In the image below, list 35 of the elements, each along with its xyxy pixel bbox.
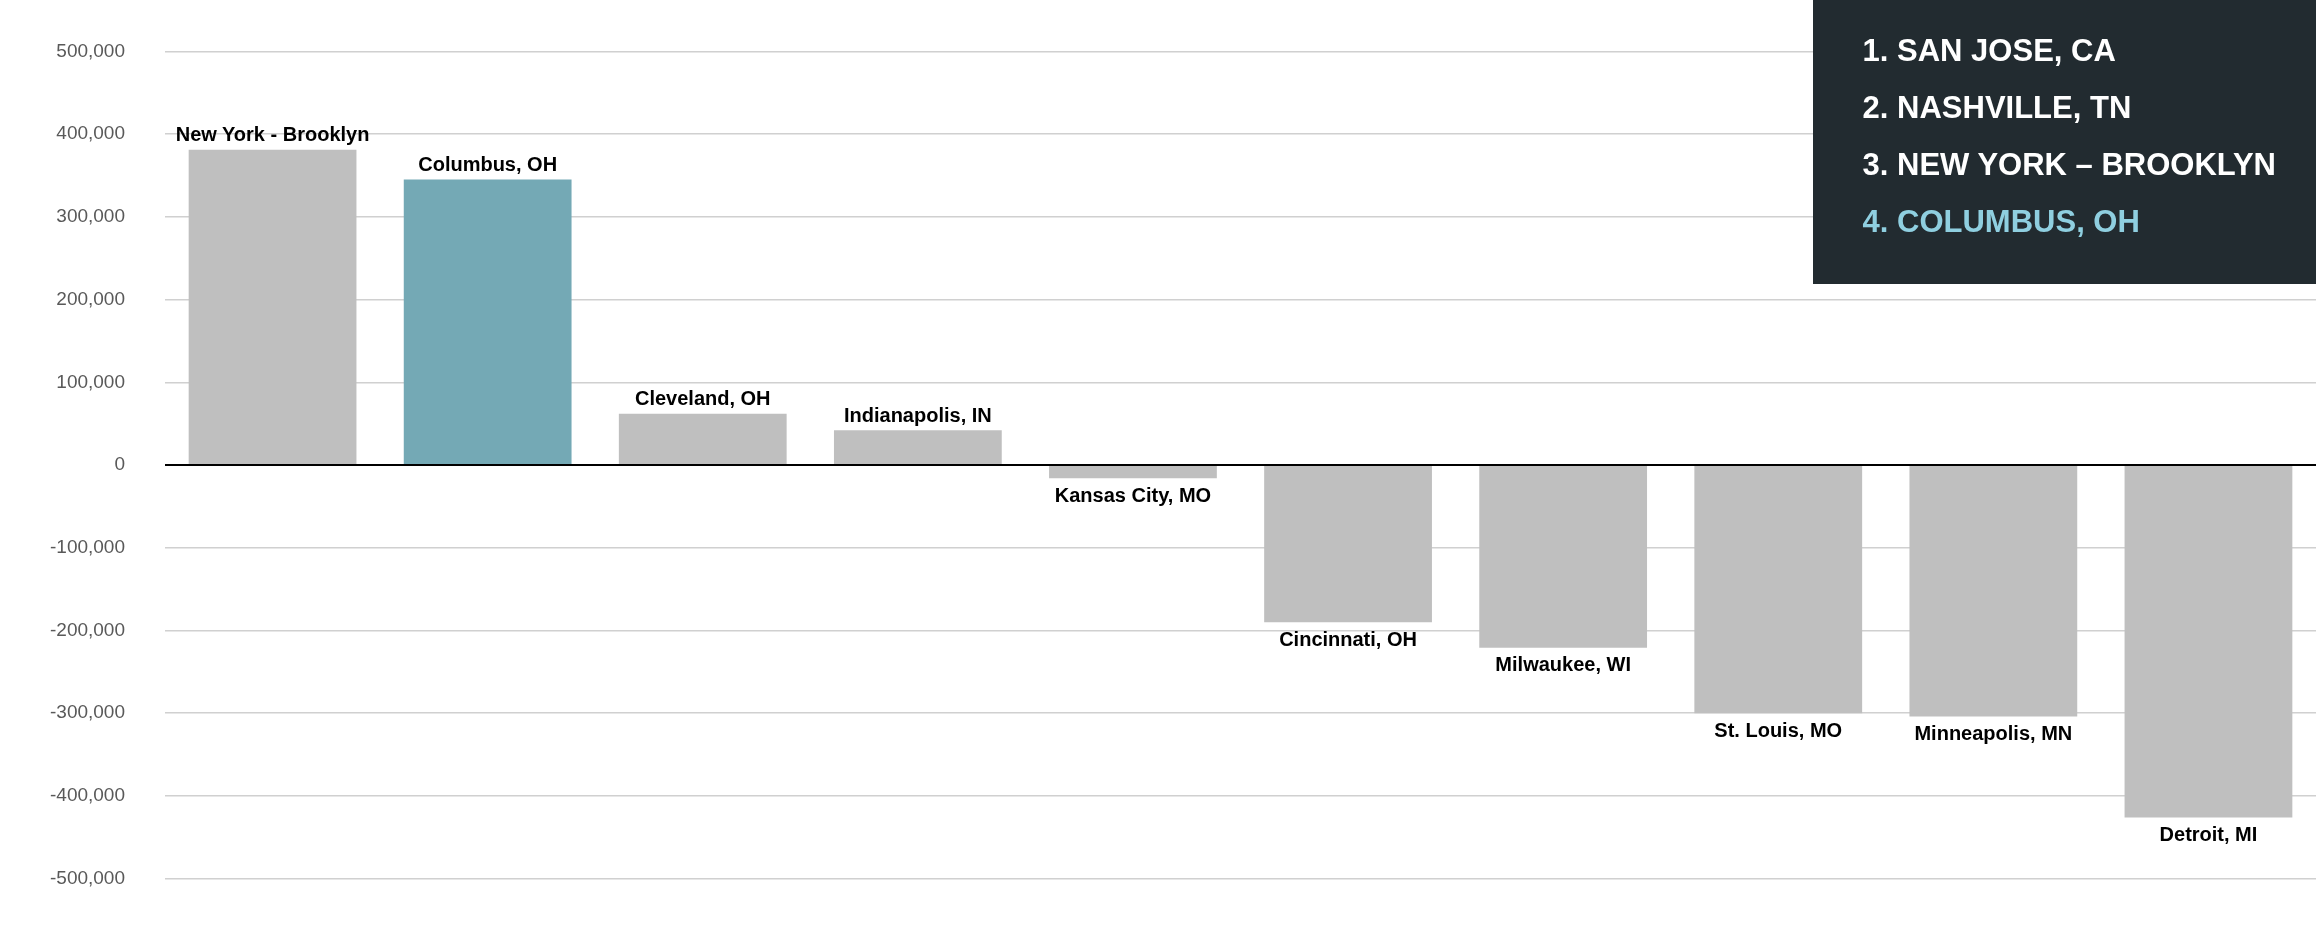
bar bbox=[2124, 465, 2293, 818]
bar bbox=[833, 430, 1002, 465]
x-tick-label: Cincinnati, OH bbox=[1279, 627, 1417, 650]
y-tick-label: -500,000 bbox=[49, 866, 126, 888]
y-tick-label: 400,000 bbox=[56, 122, 126, 144]
x-tick-label: Cleveland, OH bbox=[634, 387, 771, 410]
y-tick-label: 500,000 bbox=[56, 39, 126, 61]
x-tick-label: Indianapolis, IN bbox=[843, 403, 992, 426]
x-tick-label: New York - Brooklyn bbox=[175, 123, 370, 146]
x-tick-label: Milwaukee, WI bbox=[1495, 653, 1631, 676]
y-tick-label: -100,000 bbox=[49, 535, 126, 557]
annotation: 2. NASHVILLE, TN bbox=[1862, 89, 2133, 127]
y-tick-label: -200,000 bbox=[49, 618, 126, 640]
bar bbox=[1264, 465, 1432, 623]
x-tick-label: Kansas City, MO bbox=[1054, 483, 1212, 506]
bar bbox=[618, 413, 787, 465]
y-tick-label: 300,000 bbox=[56, 205, 126, 227]
bar bbox=[188, 149, 357, 465]
annotation: 4. COLUMBUS, OH bbox=[1862, 203, 2141, 241]
y-tick-label: 100,000 bbox=[56, 370, 126, 392]
annotation: 3. NEW YORK – BROOKLYN bbox=[1862, 146, 2276, 184]
annotation: 1. SAN JOSE, CA bbox=[1862, 32, 2117, 70]
x-tick-label: St. Louis, MO bbox=[1714, 718, 1843, 741]
x-tick-label: Minneapolis, MN bbox=[1914, 721, 2073, 744]
y-tick-label: -300,000 bbox=[49, 701, 126, 723]
bar bbox=[1479, 465, 1648, 648]
x-tick-label: Columbus, OH bbox=[418, 153, 558, 176]
y-tick-label: 200,000 bbox=[56, 287, 126, 309]
bar bbox=[1909, 465, 2078, 717]
bar bbox=[1694, 465, 1863, 714]
y-tick-label: 0 bbox=[114, 453, 126, 475]
bar bbox=[403, 179, 572, 465]
y-tick-label: -400,000 bbox=[49, 784, 126, 806]
x-tick-label: Detroit, MI bbox=[2159, 822, 2258, 845]
bar bbox=[1049, 465, 1217, 479]
